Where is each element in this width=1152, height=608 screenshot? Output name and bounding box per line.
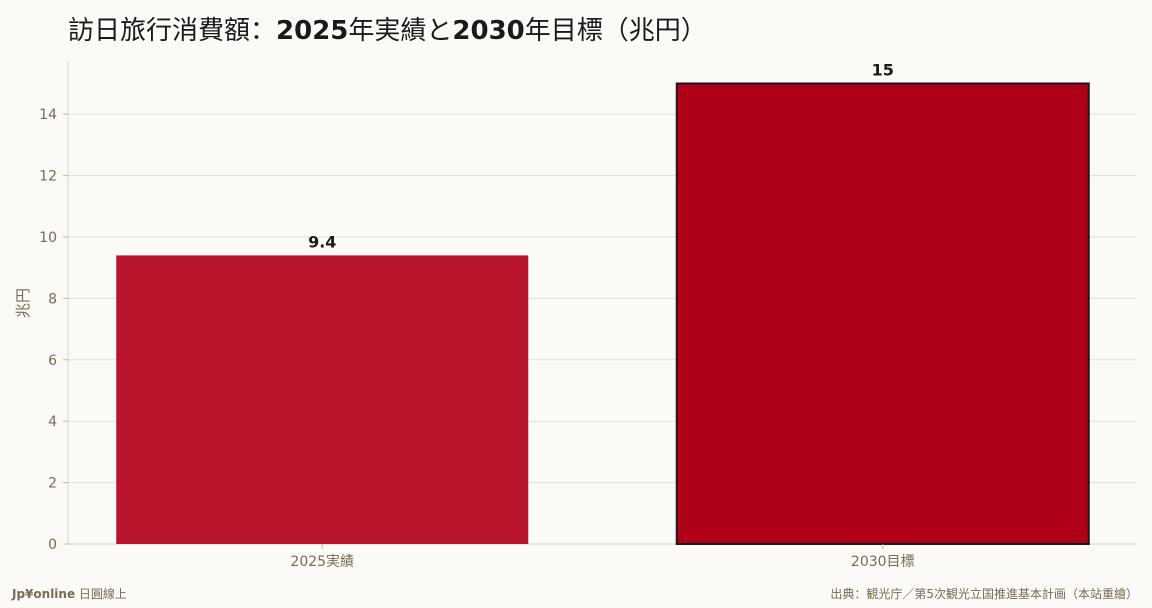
title-part-3: 年実績と [348,16,453,46]
y-tick-label: 0 [48,537,57,553]
y-tick-label: 2 [48,476,57,492]
y-tick-label: 4 [48,414,57,430]
brand-name: Jp¥online [12,587,76,601]
x-tick-label: 2025実績 [290,554,354,570]
y-axis-label: 兆円 [14,288,32,318]
data-label: 15 [872,60,894,79]
footer-source: 出典：観光庁／第5次観光立国推進基本計画（本站重繪） [830,587,1138,601]
title-part-4: 2030 [452,16,525,46]
title-part-2: 2025 [276,16,349,46]
title-part-5: 年目標（兆円） [524,16,707,46]
title-part-1: 訪日旅行消費額： [68,16,277,46]
y-tick-label: 6 [48,353,57,369]
y-tick-label: 8 [48,291,57,307]
chart-title: 訪日旅行消費額：2025年実績と2030年目標（兆円） [68,10,707,47]
bar-actual-2025 [116,255,529,545]
y-tick-label: 12 [39,169,57,185]
footer-brand: Jp¥online 日圓線上 [12,585,127,602]
bar-target-2030 [675,82,1090,545]
y-tick-label: 10 [39,230,57,246]
y-tick-label: 14 [39,107,57,123]
brand-tagline: 日圓線上 [75,587,127,601]
data-label: 9.4 [308,232,336,251]
x-tick-label: 2030目標 [851,554,915,570]
